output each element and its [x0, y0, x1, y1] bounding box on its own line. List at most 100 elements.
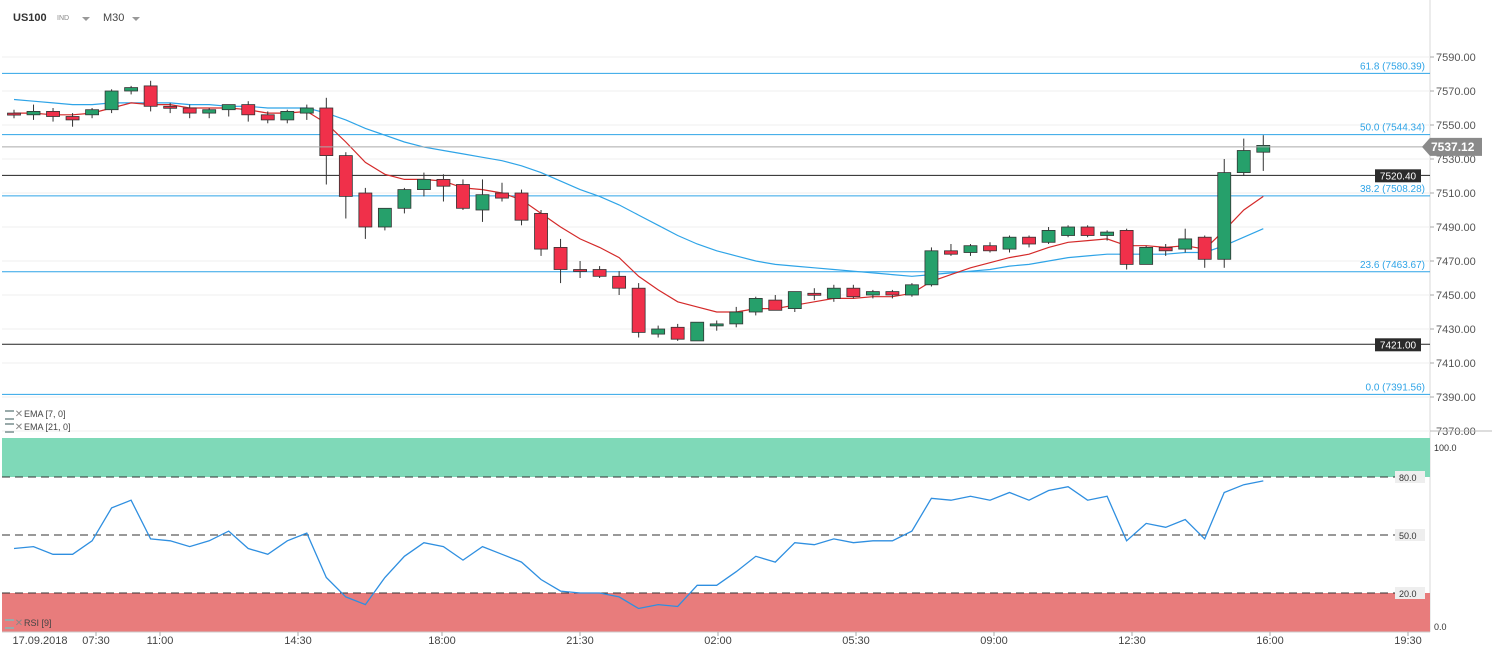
- rsi-level-badge: [1395, 529, 1425, 541]
- indicator-legend-rsi[interactable]: ✕RSI [9]: [5, 617, 52, 629]
- time-tick-label: 19:30: [1394, 635, 1422, 647]
- candle-body: [436, 178, 451, 187]
- candle-body: [1100, 231, 1115, 236]
- candle-body: [748, 297, 763, 313]
- candle-body: [905, 284, 919, 296]
- symbol-label[interactable]: US100: [13, 12, 47, 24]
- candle-body: [690, 321, 705, 342]
- candle-body: [944, 250, 958, 255]
- rsi-level-label: 20.0: [1399, 589, 1417, 599]
- candle-body: [1002, 236, 1017, 250]
- indicator-params: [7, 0]: [45, 409, 66, 419]
- candle-body: [85, 109, 99, 116]
- candle-body: [358, 192, 373, 228]
- candle-body: [202, 109, 217, 114]
- candle-body: [1217, 172, 1232, 260]
- candle-body: [280, 111, 295, 121]
- candle-body: [826, 287, 841, 299]
- ema21-line: [13, 98, 1264, 277]
- indicator-legend-ema7[interactable]: ✕EMA [7, 0]: [5, 408, 66, 420]
- indicator-settings-icon[interactable]: [5, 618, 14, 629]
- candle-body: [768, 299, 783, 311]
- price-tick-label: 7430.00: [1436, 324, 1476, 336]
- indicator-name: EMA: [24, 422, 44, 432]
- candle-body: [1178, 238, 1193, 250]
- level-badge: [1375, 169, 1421, 183]
- candle-body: [1236, 150, 1251, 174]
- candle-body: [377, 207, 392, 228]
- candle-body: [221, 104, 236, 111]
- candle-body: [104, 90, 119, 111]
- rsi-level-label: 100.0: [1434, 443, 1457, 453]
- candle-body: [651, 328, 666, 335]
- candle-body: [338, 155, 353, 197]
- fib-label: 0.0 (7391.56): [1366, 382, 1426, 393]
- indicator-legend-ema21[interactable]: ✕EMA [21, 0]: [5, 421, 71, 433]
- price-tick-label: 7390.00: [1436, 392, 1476, 404]
- candle-body: [26, 111, 41, 116]
- rsi-line: [13, 480, 1264, 610]
- candle-body: [592, 269, 607, 277]
- rsi-oversold-zone: [2, 593, 1430, 632]
- rsi-overbought-zone: [2, 438, 1430, 477]
- time-tick-label: 14:30: [284, 635, 312, 647]
- fib-label: 38.2 (7508.28): [1360, 184, 1425, 195]
- candle-body: [1041, 229, 1056, 243]
- rsi-level-badge: [1395, 471, 1425, 483]
- candle-body: [983, 245, 997, 252]
- price-tick-label: 7410.00: [1436, 358, 1476, 370]
- candle-body: [65, 116, 80, 121]
- candle-body: [319, 107, 334, 156]
- time-tick-label: 07:30: [82, 635, 110, 647]
- indicator-settings-icon[interactable]: [5, 409, 14, 420]
- indicator-close-icon[interactable]: ✕: [14, 618, 24, 629]
- timeframe-selector[interactable]: M30: [103, 12, 125, 24]
- time-tick-label: 18:00: [428, 635, 456, 647]
- price-tick-label: 7590.00: [1436, 52, 1476, 64]
- candle-body: [924, 250, 939, 286]
- time-tick-label: 17.09.2018: [12, 635, 67, 647]
- candle-body: [1119, 229, 1134, 265]
- price-tick-label: 7530.00: [1436, 154, 1476, 166]
- candle-body: [1158, 246, 1173, 252]
- candle-body: [846, 287, 861, 298]
- candle-body: [1139, 246, 1154, 265]
- time-tick-label: 02:00: [704, 635, 732, 647]
- time-tick-label: 11:00: [147, 635, 174, 647]
- rsi-level-label: 80.0: [1399, 473, 1417, 483]
- level-badge: [1375, 338, 1421, 352]
- instrument-type-label: IND: [57, 15, 70, 22]
- candle-body: [807, 292, 822, 296]
- indicator-settings-icon[interactable]: [5, 422, 14, 433]
- candle-body: [143, 85, 158, 107]
- price-tick-label: 7550.00: [1436, 120, 1476, 132]
- time-tick-label: 05:30: [842, 635, 870, 647]
- candle-body: [631, 287, 646, 333]
- candle-body: [1061, 226, 1075, 236]
- candle-body: [787, 291, 802, 310]
- candle-body: [729, 311, 744, 325]
- current-price-label: 7537.12: [1431, 140, 1475, 154]
- candle-body: [573, 269, 587, 272]
- indicator-close-icon[interactable]: ✕: [14, 422, 24, 433]
- candle-body: [1022, 236, 1036, 245]
- candle-body: [260, 114, 275, 121]
- candle-body: [46, 111, 60, 117]
- indicator-name: EMA: [24, 409, 44, 419]
- candle-body: [612, 275, 627, 289]
- price-tick-label: 7490.00: [1436, 222, 1476, 234]
- time-tick-label: 09:00: [980, 635, 1008, 647]
- price-tick-label: 7370.00: [1436, 426, 1476, 438]
- candle-body: [514, 192, 529, 221]
- indicator-close-icon[interactable]: ✕: [14, 409, 24, 420]
- timeframe-dropdown-icon[interactable]: [132, 17, 140, 21]
- candle-body: [475, 194, 490, 211]
- time-tick-label: 21:30: [566, 635, 594, 647]
- candle-body: [534, 212, 548, 250]
- rsi-level-badge: [1395, 587, 1425, 599]
- candle-body: [163, 105, 178, 109]
- symbol-dropdown-icon[interactable]: [82, 17, 90, 21]
- candle-body: [124, 87, 139, 92]
- candle-body: [553, 246, 568, 270]
